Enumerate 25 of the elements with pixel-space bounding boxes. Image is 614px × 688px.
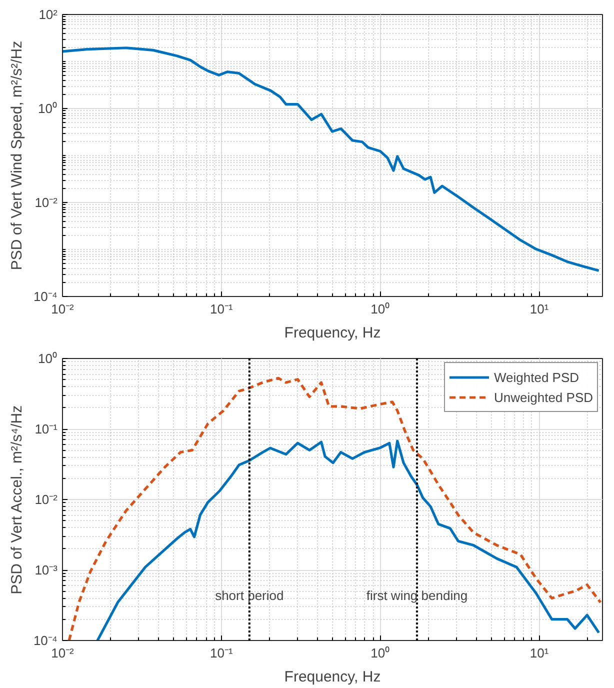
y-tick-label: 10⁻³ bbox=[34, 562, 58, 578]
y-tick-label: 10² bbox=[38, 7, 58, 22]
y-tick-label: 10⁻² bbox=[34, 492, 58, 507]
x-tick-label: 10¹ bbox=[530, 646, 550, 660]
ref-line-label: first wing bending bbox=[366, 588, 468, 603]
x-tick-label: 10⁻¹ bbox=[210, 646, 234, 660]
legend-label: Unweighted PSD bbox=[494, 390, 593, 404]
ref-line-label: short period bbox=[215, 588, 284, 603]
x-tick-label: 10⁻² bbox=[51, 646, 75, 660]
y-axis-title: PSD of Vert Accel., m²/s⁴/Hz bbox=[8, 405, 26, 594]
x-tick-label: 10⁻² bbox=[51, 302, 75, 316]
x-tick-label: 10⁰ bbox=[370, 646, 390, 660]
y-tick-label: 10⁻² bbox=[34, 195, 58, 210]
x-axis-title: Frequency, Hz bbox=[284, 324, 381, 342]
x-tick-label: 10⁰ bbox=[370, 302, 390, 316]
y-tick-label: 10⁰ bbox=[38, 101, 58, 116]
x-tick-label: 10⁻¹ bbox=[210, 302, 234, 316]
x-axis-title: Frequency, Hz bbox=[284, 668, 381, 686]
y-tick-label: 10⁰ bbox=[38, 351, 58, 366]
y-tick-label: 10⁻⁴ bbox=[33, 289, 58, 304]
y-tick-label: 10⁻¹ bbox=[34, 422, 58, 436]
legend-label: Weighted PSD bbox=[494, 370, 580, 384]
y-axis-title: PSD of Vert Wind Speed, m²/s²/Hz bbox=[8, 40, 26, 270]
y-tick-label: 10⁻⁴ bbox=[33, 633, 58, 648]
x-tick-label: 10¹ bbox=[530, 302, 550, 316]
